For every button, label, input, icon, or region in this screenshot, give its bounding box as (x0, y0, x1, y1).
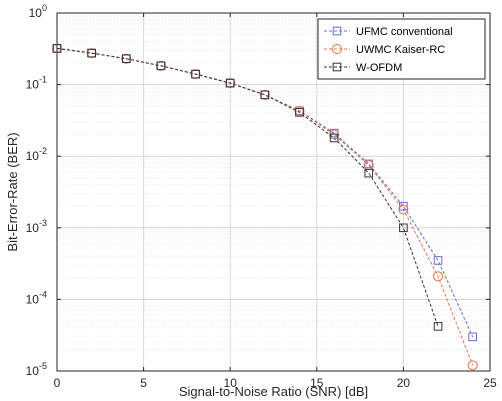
series-3-point (433, 322, 443, 331)
series-2-point (259, 89, 270, 100)
series-2-point (294, 105, 305, 116)
series-3-point (329, 133, 339, 143)
legend-marker-3 (332, 62, 342, 72)
series-2-point (467, 360, 478, 371)
legend-marker-1 (332, 26, 342, 36)
legend-label-2: UWMC Kaiser-RC (356, 44, 445, 56)
series-line-3 (56, 47, 439, 327)
series-2-point (225, 78, 236, 89)
series-3-point (191, 69, 200, 79)
series-1-point (329, 128, 339, 138)
x-tick-label: 20 (397, 376, 411, 390)
series-2-point (155, 60, 166, 71)
series-2-point (329, 129, 340, 140)
series-2-point (86, 48, 97, 59)
x-tick-label: 5 (140, 376, 147, 390)
series-3-point (364, 168, 374, 178)
x-tick-label: 0 (54, 376, 61, 390)
x-axis-label: Signal-to-Noise Ratio (SNR) [dB] (179, 384, 368, 399)
series-3-point (156, 61, 166, 71)
y-tick-label: 10-2 (26, 146, 47, 163)
series-3-point (87, 48, 96, 58)
series-1-point (399, 201, 408, 211)
series-1-point (468, 332, 477, 342)
series-2-point (121, 53, 132, 64)
y-tick-label: 10-5 (26, 361, 47, 378)
x-tick-label: 10 (224, 376, 238, 390)
y-axis-label: Bit-Error-Rate (BER) (5, 132, 20, 251)
plot-border (56, 12, 491, 372)
series-2-point (398, 204, 409, 215)
series-3-point (399, 223, 408, 233)
series-1-point (364, 159, 374, 169)
series-2-point (433, 271, 444, 282)
series-3-point (295, 108, 304, 117)
legend: UFMC conventional UWMC Kaiser-RC W-OFDM (317, 18, 486, 80)
x-tick-labels: 0 5 10 15 20 25 (54, 376, 497, 390)
series-2-point (52, 43, 62, 54)
y-tick-label: 10-1 (26, 75, 47, 92)
y-tick-label: 10-3 (26, 218, 47, 235)
legend-label-1: UFMC conventional (356, 26, 453, 38)
x-tick-label: 15 (310, 376, 324, 390)
plot-frame (56, 12, 491, 372)
y-tick-label: 10-4 (26, 289, 47, 306)
series-3-point (121, 54, 131, 64)
series-3-point (52, 44, 62, 53)
y-tick-labels: 10-5 10-4 10-3 10-2 10-1 100 (26, 3, 47, 378)
series-1-point (433, 256, 443, 265)
legend-marker-2 (332, 44, 342, 54)
series-2-point (190, 69, 201, 80)
series-lines (56, 47, 474, 366)
x-tick-label: 25 (483, 376, 497, 390)
y-tick-label: 100 (29, 3, 47, 20)
series-3-point (260, 90, 270, 100)
series-3-point (225, 78, 235, 88)
series-markers (52, 43, 478, 371)
legend-label-3: W-OFDM (356, 62, 402, 74)
